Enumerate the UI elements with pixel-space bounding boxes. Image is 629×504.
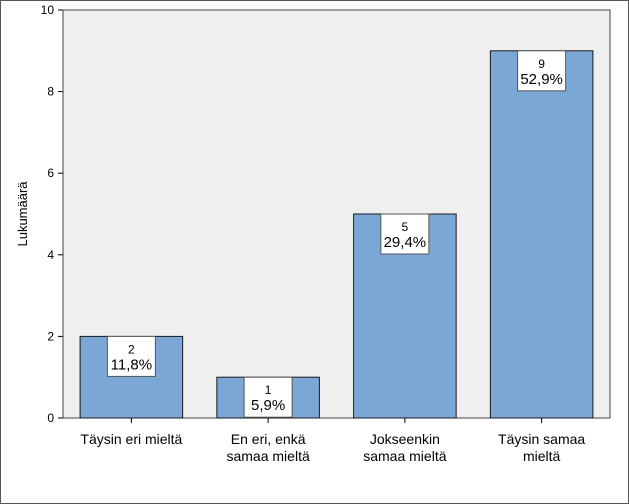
y-tick-label: 4 bbox=[47, 248, 54, 262]
data-label-count: 2 bbox=[128, 342, 135, 356]
x-tick-label: Jokseenkin bbox=[370, 431, 440, 447]
data-label-percent: 29,4% bbox=[384, 234, 427, 251]
y-tick-label: 10 bbox=[41, 3, 55, 17]
x-tick-label: En eri, enkä bbox=[231, 431, 306, 447]
y-tick-label: 2 bbox=[47, 329, 54, 343]
data-label-box bbox=[380, 213, 430, 255]
data-label-count: 5 bbox=[402, 220, 409, 234]
y-tick-label: 6 bbox=[47, 166, 54, 180]
y-axis-title: Lukumäärä bbox=[15, 181, 30, 247]
y-tick-label: 0 bbox=[47, 411, 54, 425]
bars: 211,8% 15,9% 529,4% 952,9% bbox=[79, 50, 594, 419]
data-label-percent: 52,9% bbox=[520, 71, 563, 88]
bar bbox=[489, 50, 594, 419]
data-label-box bbox=[517, 50, 567, 92]
data-label-count: 9 bbox=[538, 57, 545, 71]
y-tick-label: 8 bbox=[47, 85, 54, 99]
x-tick-label: samaa mieltä bbox=[363, 448, 446, 464]
data-label-box bbox=[106, 335, 156, 377]
data-label-count: 1 bbox=[265, 383, 272, 397]
x-tick-label: samaa mieltä bbox=[226, 448, 309, 464]
x-tick-label: Täysin samaa bbox=[498, 431, 585, 447]
x-tick-label: mieltä bbox=[523, 448, 561, 464]
data-label-box bbox=[243, 376, 293, 418]
data-label-percent: 11,8% bbox=[111, 356, 152, 373]
data-label-percent: 5,9% bbox=[251, 397, 285, 414]
x-tick-label: Täysin eri mieltä bbox=[80, 431, 182, 447]
y-axis: 0 2 4 6 8 10 bbox=[41, 3, 63, 425]
